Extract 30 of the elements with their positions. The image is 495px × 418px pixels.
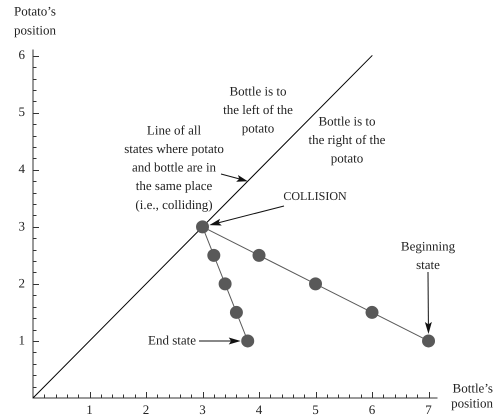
y-tick-label: 6 xyxy=(18,47,26,62)
point xyxy=(252,248,266,262)
point xyxy=(422,334,436,348)
x-tick-label: 4 xyxy=(256,402,263,418)
point xyxy=(218,277,232,290)
y-tick-label: 2 xyxy=(18,275,25,290)
annotation: Line of all states where potato and bottle are in the same place (i.e., colliding) xyxy=(124,122,224,212)
point xyxy=(309,277,322,290)
y-tick-label: 3 xyxy=(18,218,25,234)
annotation: COLLISION xyxy=(283,189,347,204)
x-tick-label: 2 xyxy=(142,402,150,418)
annotation: Bottle is to the right of the potato xyxy=(308,113,386,166)
x-tick-label: 6 xyxy=(368,402,376,418)
annotation: Beginning state xyxy=(400,238,456,272)
point xyxy=(230,306,243,319)
point xyxy=(207,248,220,262)
x-tick-label: 1 xyxy=(86,402,93,418)
point xyxy=(366,306,379,319)
x-axis-title: Bottle’s position xyxy=(451,380,494,410)
y-tick-label: 4 xyxy=(18,161,26,176)
x-tick-label: 5 xyxy=(312,402,319,418)
y-tick-label: 5 xyxy=(18,104,25,120)
x-tick-label: 3 xyxy=(199,402,206,418)
annotation: End state xyxy=(148,332,196,348)
y-axis-title: Potato’s position xyxy=(14,3,56,38)
y-tick-label: 1 xyxy=(18,332,25,348)
x-tick-label: 7 xyxy=(425,402,432,418)
point xyxy=(196,220,210,234)
point xyxy=(241,334,254,348)
annotation: Bottle is to the left of the potato xyxy=(223,83,294,136)
